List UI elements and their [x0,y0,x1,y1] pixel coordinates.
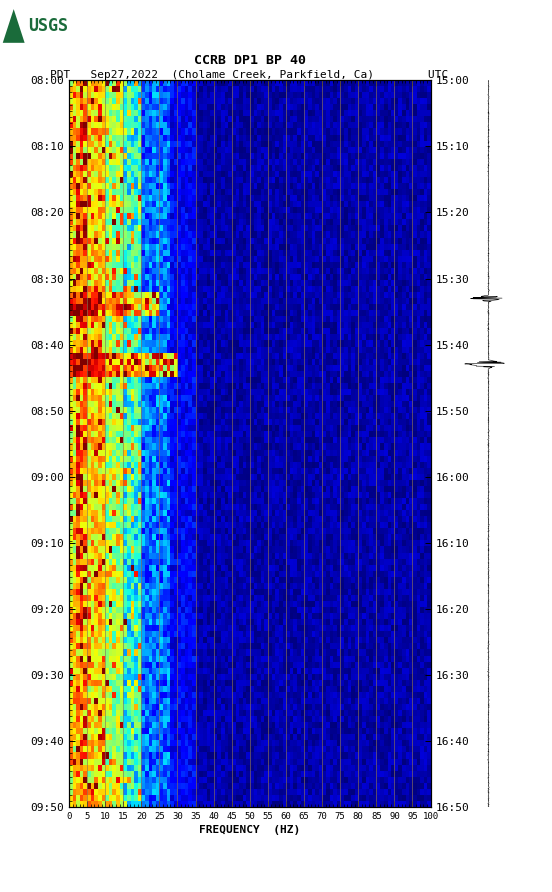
Text: USGS: USGS [28,17,68,35]
Text: PDT   Sep27,2022  (Cholame Creek, Parkfield, Ca)        UTC: PDT Sep27,2022 (Cholame Creek, Parkfield… [50,70,449,80]
X-axis label: FREQUENCY  (HZ): FREQUENCY (HZ) [199,825,300,835]
Text: CCRB DP1 BP 40: CCRB DP1 BP 40 [194,54,305,67]
Polygon shape [3,9,25,43]
